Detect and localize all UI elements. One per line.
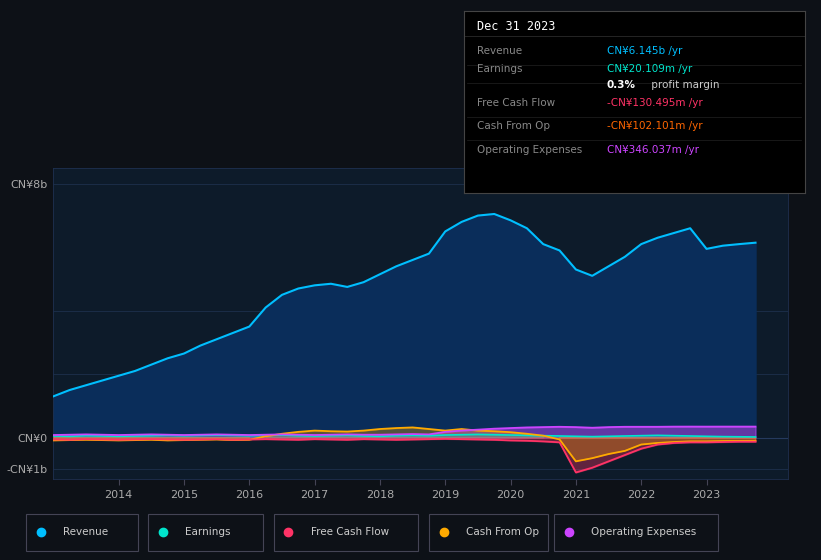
Bar bbox=[429, 514, 548, 551]
Bar bbox=[148, 514, 264, 551]
Text: Dec 31 2023: Dec 31 2023 bbox=[478, 20, 556, 33]
Text: Free Cash Flow: Free Cash Flow bbox=[310, 527, 388, 537]
Bar bbox=[554, 514, 718, 551]
Text: -CN¥130.495m /yr: -CN¥130.495m /yr bbox=[607, 98, 703, 108]
Text: Earnings: Earnings bbox=[185, 527, 231, 537]
Text: -CN¥102.101m /yr: -CN¥102.101m /yr bbox=[607, 121, 703, 131]
Text: Earnings: Earnings bbox=[478, 64, 523, 74]
Text: Revenue: Revenue bbox=[63, 527, 108, 537]
Text: Cash From Op: Cash From Op bbox=[466, 527, 539, 537]
Text: CN¥346.037m /yr: CN¥346.037m /yr bbox=[607, 144, 699, 155]
Text: CN¥6.145b /yr: CN¥6.145b /yr bbox=[607, 46, 682, 56]
Text: Free Cash Flow: Free Cash Flow bbox=[478, 98, 556, 108]
Text: Revenue: Revenue bbox=[478, 46, 523, 56]
Text: Cash From Op: Cash From Op bbox=[478, 121, 551, 131]
Text: Operating Expenses: Operating Expenses bbox=[591, 527, 696, 537]
Text: 0.3%: 0.3% bbox=[607, 80, 636, 90]
Text: CN¥20.109m /yr: CN¥20.109m /yr bbox=[607, 64, 692, 74]
Bar bbox=[26, 514, 138, 551]
Bar bbox=[273, 514, 419, 551]
Text: Operating Expenses: Operating Expenses bbox=[478, 144, 583, 155]
Text: profit margin: profit margin bbox=[648, 80, 719, 90]
